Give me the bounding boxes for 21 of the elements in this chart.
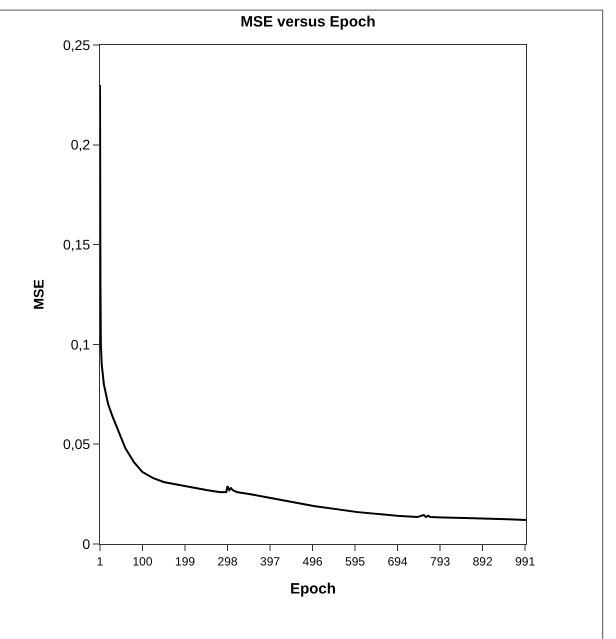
y-tick-label: 0,1 — [70, 336, 90, 352]
x-tick-label: 793 — [430, 554, 450, 568]
y-tick-label: 0,05 — [62, 436, 90, 452]
x-axis-title: Epoch — [290, 580, 336, 598]
x-tick-label: 595 — [345, 554, 366, 568]
x-tick-label: 496 — [302, 554, 323, 568]
y-axis-title: MSE — [30, 279, 47, 310]
x-tick-label: 298 — [218, 554, 238, 568]
x-tick-label: 694 — [388, 554, 408, 568]
y-tick-label: 0,2 — [70, 136, 90, 153]
x-tick-label: 100 — [132, 554, 153, 568]
x-tick-label: 199 — [175, 554, 196, 568]
line-series — [100, 84, 526, 522]
chart-title: MSE versus Epoch — [240, 13, 376, 30]
x-tick-label: 1 — [96, 554, 104, 568]
y-tick-label: 0 — [82, 536, 90, 552]
y-tick-label: 0,15 — [62, 236, 90, 252]
y-tick-label: 0,25 — [62, 36, 90, 53]
x-tick-label: 892 — [472, 554, 493, 568]
x-tick-label: 991 — [515, 554, 536, 568]
x-tick-label: 397 — [260, 554, 280, 568]
